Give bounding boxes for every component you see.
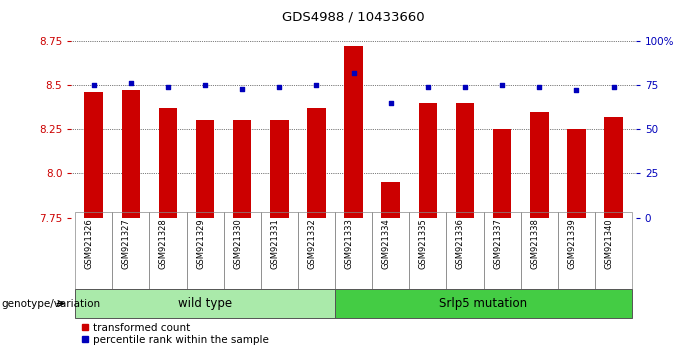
Text: GSM921327: GSM921327 [122, 218, 131, 269]
Text: GDS4988 / 10433660: GDS4988 / 10433660 [282, 11, 425, 24]
Point [163, 84, 173, 90]
Bar [372, 212, 409, 289]
Point [571, 87, 582, 93]
Text: GSM921339: GSM921339 [567, 218, 577, 269]
Point [237, 86, 248, 91]
Bar [493, 129, 511, 218]
Bar [344, 46, 363, 218]
Text: GSM921326: GSM921326 [85, 218, 94, 269]
Point [274, 84, 285, 90]
Bar [419, 103, 437, 218]
Text: GSM921331: GSM921331 [271, 218, 279, 269]
Point [88, 82, 99, 88]
Bar [605, 117, 623, 218]
Text: GSM921334: GSM921334 [381, 218, 391, 269]
Bar [456, 103, 474, 218]
Bar [122, 90, 140, 218]
Text: Srlp5 mutation: Srlp5 mutation [439, 297, 528, 310]
Text: GSM921336: GSM921336 [456, 218, 465, 269]
Bar [335, 289, 632, 318]
Point [125, 80, 136, 86]
Point [422, 84, 433, 90]
Text: GSM921330: GSM921330 [233, 218, 242, 269]
Bar [270, 120, 288, 218]
Point [534, 84, 545, 90]
Bar [75, 212, 112, 289]
Bar [335, 212, 372, 289]
Bar [521, 212, 558, 289]
Bar [75, 289, 335, 318]
Bar [150, 212, 186, 289]
Point [386, 100, 396, 105]
Bar [186, 212, 224, 289]
Bar [158, 108, 177, 218]
Point [311, 82, 322, 88]
Bar [409, 212, 447, 289]
Bar [595, 212, 632, 289]
Text: GSM921328: GSM921328 [159, 218, 168, 269]
Bar [233, 120, 252, 218]
Text: GSM921340: GSM921340 [605, 218, 613, 269]
Bar [224, 212, 260, 289]
Point [460, 84, 471, 90]
Legend: transformed count, percentile rank within the sample: transformed count, percentile rank withi… [77, 318, 273, 349]
Bar [260, 212, 298, 289]
Text: genotype/variation: genotype/variation [1, 298, 101, 309]
Bar [381, 182, 400, 218]
Bar [196, 120, 214, 218]
Bar [558, 212, 595, 289]
Text: wild type: wild type [178, 297, 232, 310]
Point [348, 70, 359, 75]
Point [496, 82, 507, 88]
Text: GSM921329: GSM921329 [196, 218, 205, 269]
Bar [84, 92, 103, 218]
Bar [483, 212, 521, 289]
Bar [530, 112, 549, 218]
Text: GSM921335: GSM921335 [419, 218, 428, 269]
Point [608, 84, 619, 90]
Bar [298, 212, 335, 289]
Text: GSM921337: GSM921337 [493, 218, 502, 269]
Point [200, 82, 211, 88]
Bar [307, 108, 326, 218]
Text: GSM921332: GSM921332 [307, 218, 316, 269]
Text: GSM921338: GSM921338 [530, 218, 539, 269]
Bar [112, 212, 150, 289]
Text: GSM921333: GSM921333 [345, 218, 354, 269]
Bar [447, 212, 483, 289]
Bar [567, 129, 585, 218]
